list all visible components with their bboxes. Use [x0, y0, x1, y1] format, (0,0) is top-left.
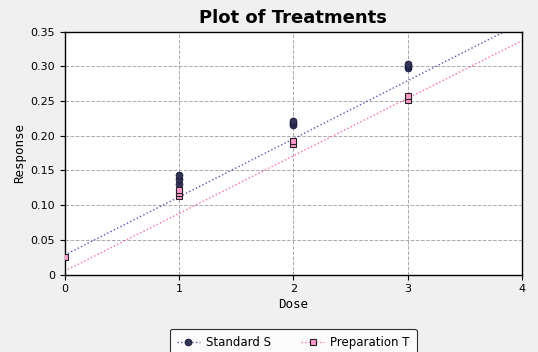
Legend: Standard S, Preparation T: Standard S, Preparation T [169, 329, 417, 352]
Title: Plot of Treatments: Plot of Treatments [199, 10, 387, 27]
Y-axis label: Response: Response [13, 123, 26, 183]
X-axis label: Dose: Dose [278, 298, 308, 312]
